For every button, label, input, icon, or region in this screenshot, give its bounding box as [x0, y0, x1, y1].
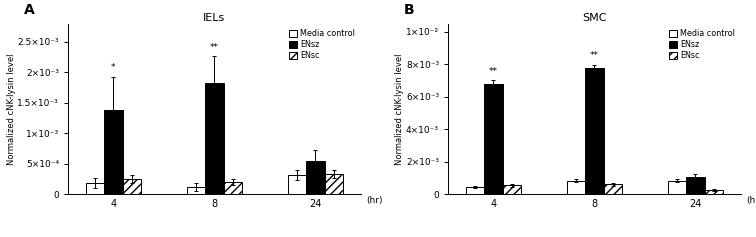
Title: SMC: SMC	[582, 13, 607, 23]
Bar	[122, 179, 141, 194]
Bar	[705, 190, 723, 194]
Text: *: *	[111, 64, 116, 73]
Bar	[585, 68, 603, 194]
Text: (hr): (hr)	[746, 196, 756, 205]
Bar	[603, 184, 621, 194]
Bar	[567, 181, 585, 194]
Bar	[485, 84, 503, 194]
Y-axis label: Normalized cNK-lysin level: Normalized cNK-lysin level	[7, 53, 16, 165]
Bar	[206, 83, 224, 194]
Bar	[288, 175, 306, 194]
Text: **: **	[590, 51, 599, 60]
Text: **: **	[210, 43, 219, 52]
Bar	[324, 174, 342, 194]
Bar	[686, 177, 705, 194]
Text: **: **	[489, 67, 498, 76]
Bar	[104, 110, 122, 194]
Text: (hr): (hr)	[367, 196, 383, 205]
Bar	[224, 182, 242, 194]
Legend: Media control, ENsz, ENsc: Media control, ENsz, ENsc	[668, 28, 737, 62]
Bar	[466, 187, 485, 194]
Text: B: B	[404, 3, 415, 17]
Legend: Media control, ENsz, ENsc: Media control, ENsz, ENsc	[287, 28, 357, 62]
Text: A: A	[24, 3, 35, 17]
Bar	[187, 187, 206, 194]
Bar	[306, 161, 324, 194]
Bar	[668, 181, 686, 194]
Bar	[86, 183, 104, 194]
Title: IELs: IELs	[203, 13, 225, 23]
Bar	[503, 185, 521, 194]
Y-axis label: Normalized cNK-lysin level: Normalized cNK-lysin level	[395, 53, 404, 165]
